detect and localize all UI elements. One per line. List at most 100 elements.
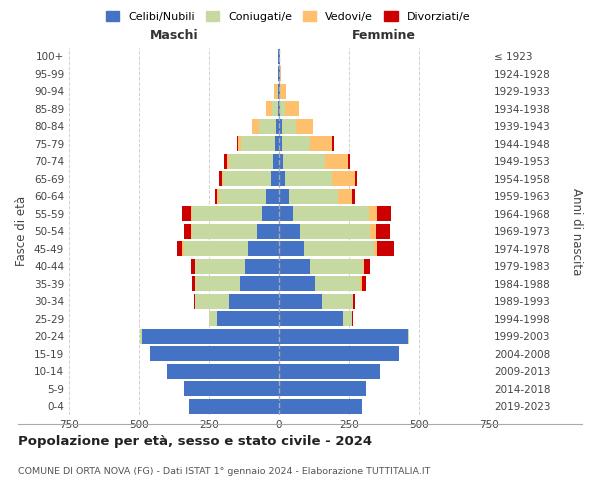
Bar [279,329,408,344]
Bar [209,312,217,326]
Bar [191,259,195,274]
Bar [279,102,280,116]
Bar [279,294,322,308]
Bar [257,224,279,238]
Bar [221,172,223,186]
Text: COMUNE DI ORTA NOVA (FG) - Dati ISTAT 1° gennaio 2024 - Elaborazione TUTTITALIA.: COMUNE DI ORTA NOVA (FG) - Dati ISTAT 1°… [18,468,430,476]
Bar [364,259,370,274]
Legend: Celibi/Nubili, Coniugati/e, Vedovi/e, Divorziati/e: Celibi/Nubili, Coniugati/e, Vedovi/e, Di… [101,6,475,26]
Bar [310,136,332,151]
Bar [190,399,279,413]
Bar [352,312,353,326]
Bar [279,259,310,274]
Bar [266,102,272,116]
Bar [363,259,364,274]
Bar [279,136,282,151]
Bar [304,242,374,256]
Bar [279,242,304,256]
Bar [259,119,276,134]
Bar [296,119,313,134]
Bar [284,102,299,116]
Bar [271,172,279,186]
Bar [316,276,360,291]
Bar [279,224,300,238]
Bar [150,346,279,361]
Bar [192,206,262,221]
Bar [293,206,368,221]
Bar [408,329,409,344]
Bar [192,224,257,238]
Bar [215,189,217,204]
Bar [279,312,343,326]
Bar [376,224,389,238]
Bar [275,136,279,151]
Bar [195,294,229,308]
Bar [368,206,377,221]
Bar [177,242,182,256]
Bar [140,329,142,344]
Bar [279,399,362,413]
Bar [237,136,238,151]
Bar [229,154,274,168]
Bar [227,154,229,168]
Bar [195,276,240,291]
Bar [280,66,281,81]
Bar [279,172,284,186]
Bar [279,364,380,378]
Bar [262,206,279,221]
Bar [279,346,400,361]
Bar [253,119,259,134]
Bar [282,119,296,134]
Bar [274,84,277,98]
Bar [219,189,266,204]
Bar [191,224,192,238]
Text: Femmine: Femmine [352,29,416,42]
Bar [217,189,219,204]
Bar [352,189,355,204]
Y-axis label: Anni di nascita: Anni di nascita [570,188,583,275]
Bar [194,294,195,308]
Bar [191,206,192,221]
Text: Popolazione per età, sesso e stato civile - 2024: Popolazione per età, sesso e stato civil… [18,435,372,448]
Bar [142,329,279,344]
Bar [278,102,279,116]
Bar [332,136,334,151]
Bar [332,172,355,186]
Bar [343,312,352,326]
Bar [279,382,366,396]
Bar [360,276,362,291]
Bar [241,136,275,151]
Bar [229,294,279,308]
Bar [362,276,366,291]
Bar [279,276,316,291]
Bar [355,172,358,186]
Bar [167,364,279,378]
Bar [325,154,347,168]
Bar [238,136,241,151]
Bar [279,119,282,134]
Bar [266,189,279,204]
Text: Maschi: Maschi [149,29,199,42]
Bar [347,154,350,168]
Bar [276,119,279,134]
Bar [192,276,195,291]
Bar [283,154,325,168]
Bar [184,224,191,238]
Bar [219,172,221,186]
Bar [182,242,184,256]
Bar [277,84,278,98]
Bar [322,294,353,308]
Bar [272,102,278,116]
Bar [182,206,191,221]
Bar [248,242,279,256]
Bar [195,259,245,274]
Bar [310,259,363,274]
Bar [370,224,376,238]
Bar [279,154,283,168]
Bar [282,136,310,151]
Bar [240,276,279,291]
Bar [289,189,338,204]
Bar [377,242,394,256]
Bar [374,242,377,256]
Bar [184,382,279,396]
